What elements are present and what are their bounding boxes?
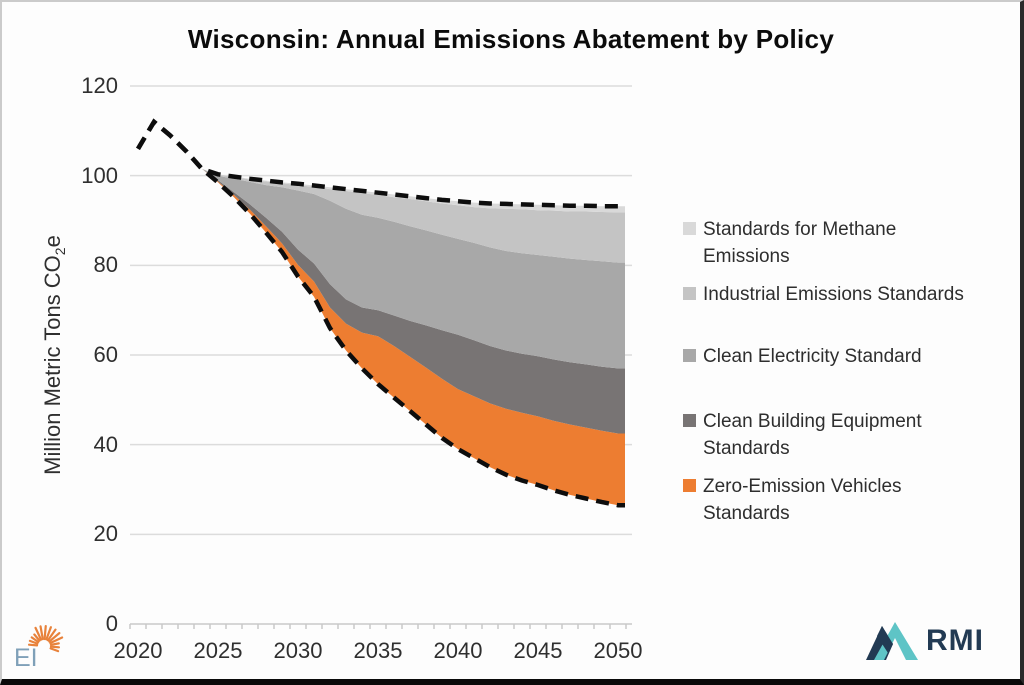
legend-label: Clean Electricity Standard: [703, 346, 922, 367]
y-tick-label: 40: [93, 431, 118, 457]
legend-swatch-industrial: [683, 287, 696, 300]
pathway-dashed-line: [136, 118, 625, 508]
y-tick-label: 120: [81, 73, 118, 98]
x-tick-label: 2050: [593, 638, 643, 663]
legend-swatch-zev: [683, 479, 696, 492]
legend-swatch-methane: [683, 222, 696, 235]
x-tick-label: 2025: [193, 638, 243, 663]
energy-innovation-logo: EI: [14, 624, 64, 672]
ei-logo-text: EI: [14, 644, 38, 672]
baseline-dashed-line: [136, 118, 625, 209]
y-tick-label: 60: [93, 342, 118, 367]
rmi-logo: RMI: [866, 620, 984, 662]
legend-item-zero-emission-vehicles: Zero-Emission Vehicles Standards: [683, 473, 993, 527]
legend-item-industrial-standards: Industrial Emissions Standards: [683, 281, 993, 308]
area-clean-building-equipment-standards: [138, 121, 625, 434]
y-tick-label: 0: [105, 611, 118, 636]
x-tick-label: 2020: [113, 638, 163, 663]
y-tick-label: 80: [93, 252, 118, 278]
y-tick-label: 20: [93, 521, 118, 547]
legend-swatch-building: [683, 414, 696, 427]
rmi-logo-text: RMI: [926, 624, 984, 657]
legend-label: Industrial Emissions Standards: [703, 284, 964, 305]
area-industrial-emissions-standards: [138, 121, 625, 263]
legend-swatch-electricity: [683, 349, 696, 362]
rmi-mountain-icon: [866, 622, 918, 660]
chart-title: Wisconsin: Annual Emissions Abatement by…: [187, 24, 835, 54]
area-clean-electricity-standard: [138, 121, 625, 369]
legend-label: Standards for Methane Emissions: [703, 219, 897, 267]
x-tick-label: 2035: [353, 638, 403, 663]
x-tick-label: 2040: [433, 638, 483, 663]
legend-label: Zero-Emission Vehicles Standards: [703, 476, 902, 524]
legend-label: Clean Building Equipment Standards: [703, 411, 922, 459]
x-tick-label: 2045: [513, 638, 563, 663]
area-standards-for-methane-emissions: [138, 121, 625, 213]
area-zero-emission-vehicles-standards: [138, 121, 625, 506]
legend-item-clean-electricity: Clean Electricity Standard: [683, 343, 993, 370]
legend-item-methane-standards: Standards for Methane Emissions: [683, 216, 993, 270]
x-tick-label: 2030: [273, 638, 323, 663]
y-axis-title-suffix: e: [40, 235, 65, 248]
legend-item-clean-building: Clean Building Equipment Standards: [683, 408, 993, 462]
y-tick-label: 100: [81, 162, 118, 188]
